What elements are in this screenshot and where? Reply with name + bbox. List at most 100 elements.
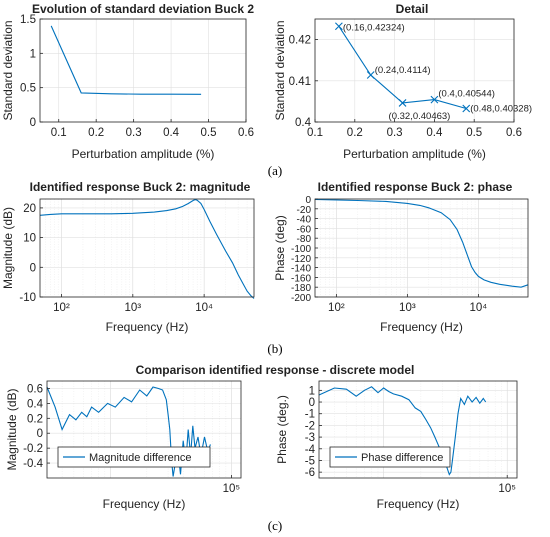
chart-title: Comparison identified response - discret… <box>136 363 415 377</box>
y-tick-label: -200 <box>291 293 311 304</box>
caption-b: (b) <box>267 341 283 356</box>
y-tick-label: -180 <box>291 283 311 294</box>
x-tick-label: 10² <box>328 302 345 314</box>
y-tick-label: 0 <box>37 428 43 440</box>
y-tick-label: -40 <box>297 215 312 226</box>
data-point-label: (0.24,0.4114) <box>375 65 431 76</box>
axes-frame <box>46 380 242 479</box>
axes-frame <box>39 18 247 123</box>
y-tick-label: 1.5 <box>20 14 36 26</box>
caption-a: (a) <box>267 163 283 178</box>
plot-area <box>40 199 254 297</box>
data-point-marker <box>398 99 407 107</box>
y-tick-label: -20 <box>297 205 312 216</box>
y-tick-label: 0.42 <box>289 35 311 47</box>
data-point-label: (0.4,0.40544) <box>438 89 495 100</box>
x-axis-label: Perturbation amplitude (%) <box>72 147 215 161</box>
y-tick-label: 0.5 <box>20 83 36 95</box>
y-axis-label: Magnitude (dB) <box>5 388 19 470</box>
data-point-label: (0.16,0.42324) <box>343 22 405 33</box>
y-tick-label: 10 <box>23 233 36 245</box>
legend-box <box>57 446 211 468</box>
y-tick-label: -160 <box>291 273 311 284</box>
y-tick-label: 0.4 <box>295 117 312 129</box>
plot-area <box>40 19 246 122</box>
x-tick-label: 10⁴ <box>470 302 488 314</box>
plot-area <box>315 19 514 122</box>
chart-5: 10⁵ -0.4 -0.2 0 0.2 0.4 0.6 Comparison identifi… <box>5 363 414 511</box>
axes-frame <box>314 18 515 123</box>
y-tick-label: -6 <box>305 467 315 479</box>
x-tick-label: 0.2 <box>88 127 104 139</box>
x-tick-label: 0.2 <box>347 127 363 139</box>
y-tick-label: 20 <box>23 203 36 215</box>
x-axis-label: Frequency (Hz) <box>380 320 463 334</box>
x-axis-label: Frequency (Hz) <box>106 320 189 334</box>
y-tick-label: -5 <box>305 455 315 467</box>
x-tick-label: 10³ <box>399 302 416 314</box>
x-axis-label: Frequency (Hz) <box>377 497 460 511</box>
chart-6: 10⁵ -6-5-4-3-2-101 Frequency (Hz) Phase (de… <box>275 380 518 511</box>
y-tick-label: -10 <box>19 292 36 304</box>
y-axis-label: Standard deviation <box>1 20 15 120</box>
x-tick-label: 0.5 <box>466 127 482 139</box>
legend-box <box>329 446 451 468</box>
y-tick-label: 0.4 <box>27 398 44 410</box>
series-line <box>39 199 255 299</box>
y-tick-label: -0.2 <box>23 443 43 455</box>
x-tick-label: 10⁵ <box>498 483 516 495</box>
x-tick-label: 10⁵ <box>223 483 241 495</box>
x-axis-label: Frequency (Hz) <box>103 497 186 511</box>
y-tick-label: 0 <box>30 262 36 274</box>
y-tick-label: 0.2 <box>27 413 43 425</box>
x-tick-label: 0.6 <box>238 127 254 139</box>
y-tick-label: 1 <box>309 385 315 397</box>
axes-frame <box>318 380 518 479</box>
data-point-marker <box>366 71 375 79</box>
y-tick-label: -1 <box>305 409 315 421</box>
x-tick-label: 10³ <box>124 302 141 314</box>
y-tick-label: -2 <box>305 420 315 432</box>
chart-4: 10² 10³ 10⁴-200-180-160-140-120-100-80-60-… <box>273 180 529 334</box>
y-axis-label: Phase (deg) <box>273 215 287 280</box>
data-point-label: (0.48,0.40328) <box>470 103 532 114</box>
x-tick-label: 0.5 <box>201 127 217 139</box>
x-tick-label: 10⁴ <box>195 302 213 314</box>
x-tick-label: 0.3 <box>387 127 403 139</box>
legend-label: Phase difference <box>361 452 443 464</box>
x-tick-label: 0.4 <box>163 127 180 139</box>
x-axis-label: Perturbation amplitude (%) <box>343 147 486 161</box>
chart-title: Evolution of standard deviation Buck 2 <box>32 2 254 16</box>
y-tick-label: -100 <box>291 244 311 255</box>
series-line <box>318 386 487 476</box>
data-point-marker <box>334 22 343 31</box>
y-tick-label: 1 <box>30 48 36 60</box>
y-tick-label: 0.6 <box>27 383 43 395</box>
y-tick-label: -3 <box>305 432 315 444</box>
y-axis-label: Phase (deg.) <box>275 395 289 464</box>
y-axis-label: Magnitude (dB) <box>1 207 15 289</box>
y-tick-label: 0.41 <box>289 76 311 88</box>
data-point-marker <box>430 95 439 104</box>
chart-title: Identified response Buck 2: magnitude <box>30 180 251 194</box>
x-tick-label: 0.1 <box>51 127 67 139</box>
data-point-label: (0.32,0.40463) <box>389 111 451 122</box>
data-point-marker <box>462 104 471 113</box>
x-tick-label: 10² <box>53 302 70 314</box>
chart-title: Identified response Buck 2: phase <box>318 180 513 194</box>
y-tick-label: 0 <box>30 117 36 129</box>
x-tick-label: 0.4 <box>426 127 443 139</box>
y-axis-label: Standard deviation <box>273 20 287 120</box>
y-tick-label: 0 <box>309 397 315 409</box>
axes-frame <box>39 198 255 298</box>
legend-label: Magnitude difference <box>89 452 192 464</box>
x-tick-label: 0.1 <box>307 127 323 139</box>
series-line <box>50 25 202 95</box>
series-line <box>314 198 529 288</box>
y-tick-label: -80 <box>297 234 312 245</box>
series-line <box>46 386 211 477</box>
y-tick-label: -0.4 <box>23 458 43 470</box>
x-tick-label: 0.6 <box>506 127 522 139</box>
